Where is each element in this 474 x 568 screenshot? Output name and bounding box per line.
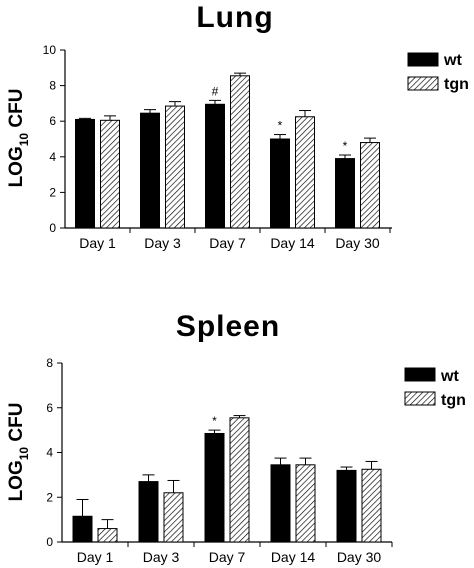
lung-legend-label-tgn: tgn (444, 76, 469, 93)
lung-y-tick-label: 4 (49, 150, 56, 164)
spleen-y-axis-label-unit: CFU (6, 403, 27, 447)
lung-bar-tgn (100, 119, 120, 229)
lung-significance-marker: * (278, 119, 283, 133)
lung-y-tick-label: 2 (49, 185, 56, 199)
lung-significance-marker: * (343, 139, 348, 153)
lung-bar-tgn (360, 142, 380, 229)
spleen-legend-label-tgn: tgn (441, 392, 466, 409)
lung-bar-wt (270, 138, 290, 229)
spleen-bar-tgn (97, 528, 118, 543)
spleen-bar-tgn (229, 417, 250, 543)
lung-category-label: Day 1 (79, 235, 116, 251)
spleen-legend: wt tgn (404, 367, 466, 409)
spleen-y-tick-label: 8 (46, 356, 53, 370)
lung-y-axis-label-subscript: 10 (17, 133, 31, 147)
spleen-bar-tgn (361, 468, 382, 543)
lung-significance-marker: # (212, 84, 219, 98)
spleen-significance-marker: * (212, 414, 217, 428)
lung-y-tick-label: 6 (49, 114, 56, 128)
lung-bar-wt (75, 118, 95, 229)
spleen-legend-swatch-tgn (404, 391, 436, 406)
lung-y-axis-label: LOG10 CFU (6, 89, 31, 188)
lung-y-tick-label: 0 (49, 221, 56, 235)
spleen-bar-wt (138, 481, 159, 543)
spleen-category-label: Day 7 (209, 549, 246, 565)
lung-y-axis-label-log: LOG (6, 146, 27, 187)
lung-category-label: Day 3 (144, 235, 181, 251)
spleen-bar-tgn (163, 492, 184, 543)
lung-bar-tgn (230, 75, 250, 229)
lung-legend-swatch-tgn (407, 76, 439, 91)
lung-bar-wt (205, 103, 225, 229)
lung-y-tick-label: 10 (43, 43, 57, 57)
lung-y-axis-label-unit: CFU (6, 89, 27, 133)
spleen-plot-area: 0 2 4 6 8 Day 1 Day 3 Day 7 Day 14 Day 30 * (46, 356, 393, 565)
lung-legend-label-wt: wt (443, 52, 462, 69)
lung-y-tick-label: 8 (49, 79, 56, 93)
spleen-category-label: Day 1 (77, 549, 114, 565)
spleen-y-axis-label: LOG10 CFU (6, 403, 31, 502)
spleen-y-tick-label: 2 (46, 490, 53, 504)
spleen-y-tick-label: 0 (46, 535, 53, 549)
lung-bar-wt (335, 158, 355, 229)
spleen-bar-wt (72, 515, 93, 543)
lung-legend: wt tgn (407, 52, 469, 93)
spleen-legend-swatch-wt (404, 367, 436, 382)
spleen-category-label: Day 3 (143, 549, 180, 565)
lung-chart-title: Lung (196, 1, 273, 34)
lung-legend-swatch-wt (407, 52, 439, 67)
spleen-legend-label-wt: wt (440, 368, 459, 385)
spleen-bar-tgn (295, 464, 316, 543)
spleen-y-tick-label: 4 (46, 446, 53, 460)
spleen-y-axis-label-log: LOG (6, 460, 27, 501)
spleen-y-tick-label: 6 (46, 401, 53, 415)
spleen-category-label: Day 14 (271, 549, 316, 565)
spleen-bar-wt (336, 469, 357, 543)
lung-bar-wt (140, 112, 160, 229)
spleen-category-label: Day 30 (337, 549, 382, 565)
lung-plot-area: 0 2 4 6 8 10 Day 1 Day 3 Day 7 Day 14 Day 30 # * * (43, 43, 392, 251)
spleen-chart-title: Spleen (176, 310, 280, 343)
lung-category-label: Day 7 (209, 235, 246, 251)
lung-category-label: Day 30 (335, 235, 380, 251)
lung-bar-tgn (165, 105, 185, 229)
spleen-bar-wt (270, 464, 291, 543)
lung-bar-tgn (295, 116, 315, 229)
spleen-bar-wt (204, 432, 225, 543)
spleen-y-axis-label-subscript: 10 (17, 447, 31, 461)
lung-category-label: Day 14 (270, 235, 315, 251)
spleen-chart-panel: Spleen LOG10 CFU 0 2 4 6 8 Day 1 Day 3 Day 7 Day… (6, 310, 466, 565)
